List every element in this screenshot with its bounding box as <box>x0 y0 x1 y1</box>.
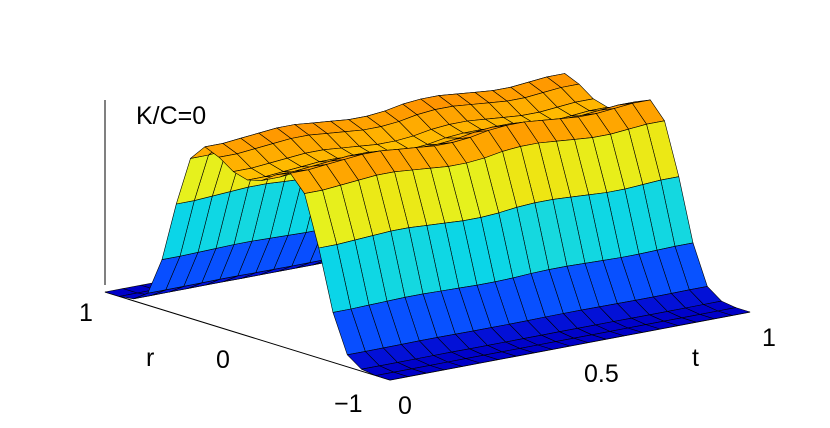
chart-title: K/C=0 <box>136 102 206 130</box>
surface-mesh <box>104 73 751 381</box>
r-tick-label-0: 0 <box>216 346 230 374</box>
r-axis-label: r <box>146 344 154 372</box>
r-tick-label-1: 1 <box>79 299 93 327</box>
t-tick-label-0: 0 <box>398 392 412 420</box>
t-tick-label-0.5: 0.5 <box>584 360 619 388</box>
t-axis-label: t <box>692 344 699 372</box>
t-tick-label-1: 1 <box>762 324 776 352</box>
r-axis-line <box>104 291 391 381</box>
surface-patch-0-0 <box>375 371 409 381</box>
r-tick-label-neg1: −1 <box>334 390 363 418</box>
